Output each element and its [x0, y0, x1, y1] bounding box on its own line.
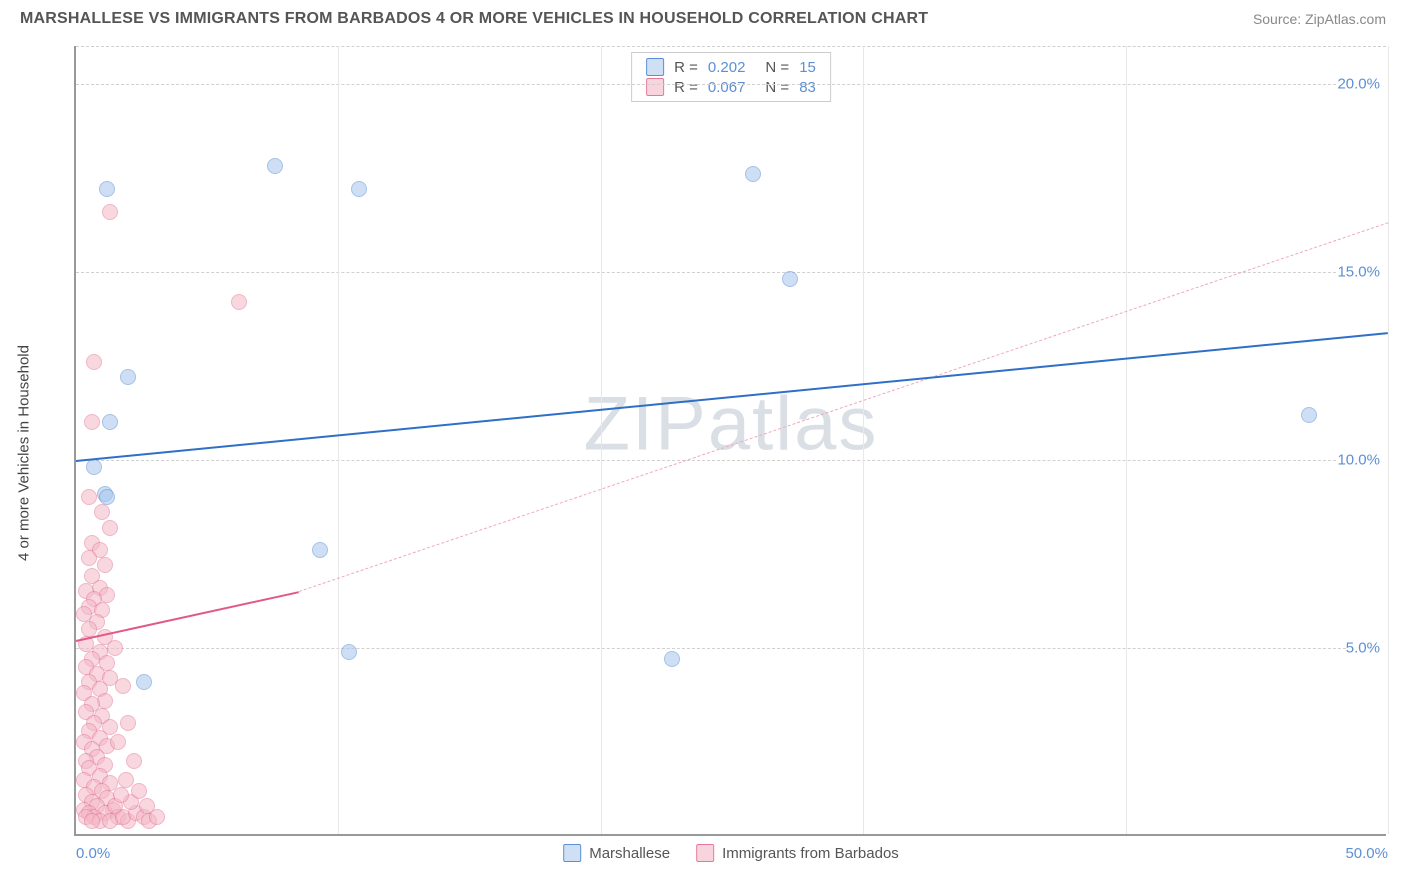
gridline	[863, 46, 864, 834]
r-value: 0.067	[708, 79, 746, 96]
swatch-icon	[646, 78, 664, 96]
data-point-barbados	[107, 640, 123, 656]
y-tick-label: 15.0%	[1337, 263, 1388, 280]
n-label: N =	[765, 59, 789, 76]
trend-line	[299, 223, 1388, 593]
n-label: N =	[765, 79, 789, 96]
data-point-marshallese	[120, 369, 136, 385]
n-value: 83	[799, 79, 816, 96]
data-point-barbados	[81, 550, 97, 566]
swatch-icon	[563, 844, 581, 862]
data-point-barbados	[139, 798, 155, 814]
data-point-barbados	[102, 520, 118, 536]
source-label: Source: ZipAtlas.com	[1253, 11, 1386, 27]
data-point-barbados	[118, 772, 134, 788]
data-point-barbados	[110, 734, 126, 750]
legend-item-barbados: Immigrants from Barbados	[696, 844, 899, 862]
stats-legend: R = 0.202 N = 15 R = 0.067 N = 83	[631, 52, 831, 102]
plot-area: ZIPatlas R = 0.202N = 15R = 0.067N = 83 …	[74, 46, 1386, 836]
data-point-marshallese	[1301, 407, 1317, 423]
gridline	[1388, 46, 1389, 834]
data-point-barbados	[94, 504, 110, 520]
stats-row-barbados: R = 0.067 N = 83	[632, 77, 830, 97]
gridline	[601, 46, 602, 834]
data-point-barbados	[120, 715, 136, 731]
x-tick-label: 50.0%	[1345, 845, 1388, 862]
data-point-barbados	[231, 294, 247, 310]
gridline	[76, 84, 1386, 85]
r-value: 0.202	[708, 59, 746, 76]
swatch-icon	[646, 58, 664, 76]
data-point-barbados	[97, 557, 113, 573]
data-point-marshallese	[267, 158, 283, 174]
data-point-marshallese	[745, 166, 761, 182]
y-tick-label: 20.0%	[1337, 75, 1388, 92]
r-label: R =	[674, 59, 698, 76]
legend-label: Immigrants from Barbados	[722, 845, 899, 862]
series-legend: Marshallese Immigrants from Barbados	[563, 844, 899, 862]
legend-label: Marshallese	[589, 845, 670, 862]
data-point-barbados	[115, 678, 131, 694]
gridline	[76, 460, 1386, 461]
data-point-barbados	[86, 354, 102, 370]
data-point-barbados	[102, 204, 118, 220]
data-point-marshallese	[341, 644, 357, 660]
legend-item-marshallese: Marshallese	[563, 844, 670, 862]
data-point-marshallese	[664, 651, 680, 667]
watermark: ZIPatlas	[584, 381, 879, 468]
trend-line	[76, 332, 1388, 462]
data-point-barbados	[131, 783, 147, 799]
gridline	[1126, 46, 1127, 834]
data-point-barbados	[126, 753, 142, 769]
swatch-icon	[696, 844, 714, 862]
data-point-barbados	[84, 813, 100, 829]
data-point-marshallese	[782, 271, 798, 287]
chart-title: MARSHALLESE VS IMMIGRANTS FROM BARBADOS …	[20, 10, 928, 28]
data-point-marshallese	[351, 181, 367, 197]
data-point-marshallese	[99, 489, 115, 505]
chart-container: 4 or more Vehicles in Household ZIPatlas…	[54, 46, 1386, 860]
r-label: R =	[674, 79, 698, 96]
data-point-barbados	[81, 489, 97, 505]
y-tick-label: 10.0%	[1337, 451, 1388, 468]
gridline	[76, 272, 1386, 273]
x-tick-label: 0.0%	[76, 845, 110, 862]
gridline	[76, 648, 1386, 649]
data-point-marshallese	[86, 459, 102, 475]
data-point-marshallese	[136, 674, 152, 690]
data-point-marshallese	[99, 181, 115, 197]
data-point-barbados	[84, 414, 100, 430]
data-point-marshallese	[312, 542, 328, 558]
n-value: 15	[799, 59, 816, 76]
gridline	[338, 46, 339, 834]
y-tick-label: 5.0%	[1346, 639, 1388, 656]
stats-row-marshallese: R = 0.202 N = 15	[632, 57, 830, 77]
data-point-marshallese	[102, 414, 118, 430]
data-point-barbados	[113, 787, 129, 803]
y-axis-title: 4 or more Vehicles in Household	[16, 345, 33, 561]
